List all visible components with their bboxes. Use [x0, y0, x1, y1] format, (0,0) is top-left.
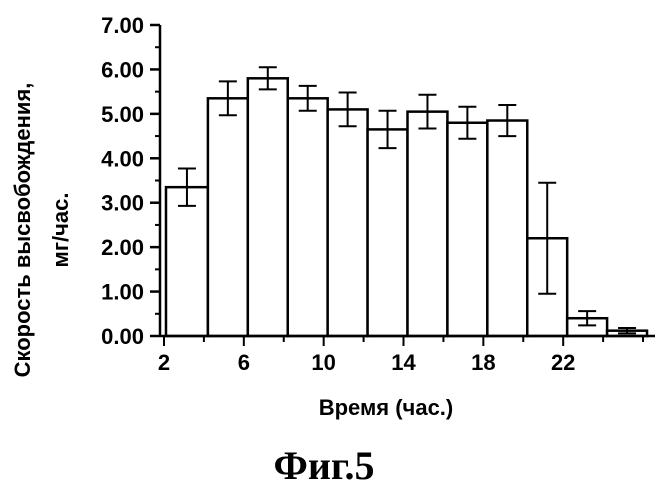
bar-5	[328, 109, 368, 336]
y-tick-label: 5.00	[101, 102, 144, 127]
bar-7	[408, 112, 448, 336]
x-tick-label: 2	[158, 350, 170, 375]
y-axis-title-line2: мг/час.	[48, 193, 73, 268]
y-tick-label: 3.00	[101, 191, 144, 216]
y-axis-title-line1: Скорость высвобождения,	[10, 83, 35, 378]
y-tick-label: 2.00	[101, 235, 144, 260]
bar-3	[248, 78, 288, 336]
bar-2	[208, 98, 248, 336]
bar-4	[288, 98, 328, 336]
y-tick-label: 4.00	[101, 146, 144, 171]
figure-caption: Фиг.5	[273, 443, 374, 488]
x-tick-label: 10	[311, 350, 335, 375]
y-tick-label: 0.00	[101, 324, 144, 349]
x-tick-label: 14	[391, 350, 416, 375]
x-tick-label: 6	[238, 350, 250, 375]
bar-8	[447, 123, 487, 336]
bar-9	[487, 121, 527, 336]
bar-1	[166, 187, 208, 336]
bar-6	[368, 129, 408, 336]
x-axis-title: Время (час.)	[319, 395, 454, 420]
x-tick-label: 18	[471, 350, 495, 375]
y-tick-label: 7.00	[101, 13, 144, 38]
x-tick-label: 22	[551, 350, 575, 375]
y-tick-label: 1.00	[101, 280, 144, 305]
y-tick-label: 6.00	[101, 57, 144, 82]
plot-area	[166, 67, 647, 336]
